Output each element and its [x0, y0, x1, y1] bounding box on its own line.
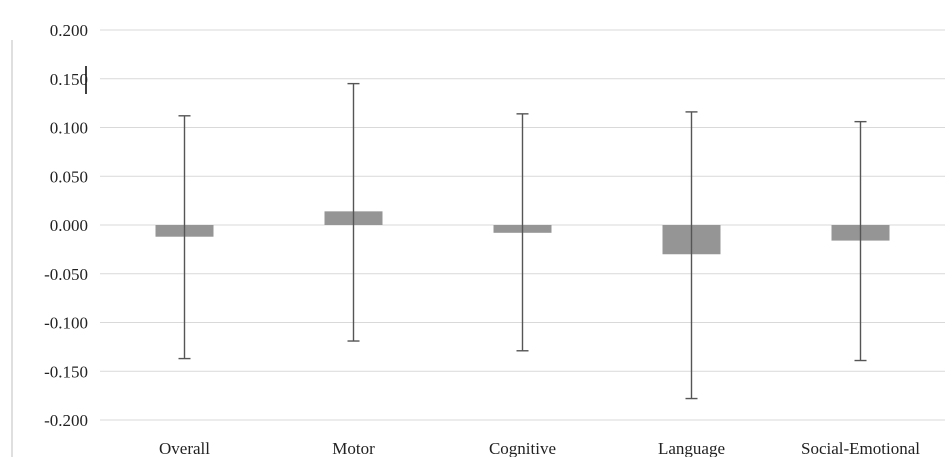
y-tick-label: 0.000: [50, 216, 88, 235]
y-tick-label: 0.050: [50, 167, 88, 186]
y-tick-label: -0.150: [44, 362, 88, 381]
y-tick-label: 0.100: [50, 119, 88, 138]
x-category-label: Social-Emotional: [801, 439, 920, 457]
x-category-label: Cognitive: [489, 439, 556, 457]
error-bar-cognitive: [516, 113, 529, 352]
error-bar-social-emotional: [854, 120, 867, 362]
y-tick-labels: 0.200 0.150 0.100 0.050 0.000 -0.050 -0.100 -0.…: [44, 21, 88, 430]
error-bar-language: [685, 111, 698, 400]
x-category-label: Motor: [332, 439, 375, 457]
y-tick-label: -0.200: [44, 411, 88, 430]
x-category-label: Language: [658, 439, 725, 457]
error-bar-overall: [178, 115, 191, 360]
axes: [11, 40, 87, 457]
error-bars: [178, 82, 867, 400]
y-tick-label: 0.150: [50, 70, 88, 89]
x-category-label: Overall: [159, 439, 210, 457]
y-tick-label: -0.100: [44, 314, 88, 333]
y-tick-label: 0.200: [50, 21, 88, 40]
x-category-labels: Overall Motor Cognitive Language Social-Emot…: [159, 439, 920, 457]
y-tick-label: -0.050: [44, 265, 88, 284]
error-bar-motor: [347, 82, 360, 342]
